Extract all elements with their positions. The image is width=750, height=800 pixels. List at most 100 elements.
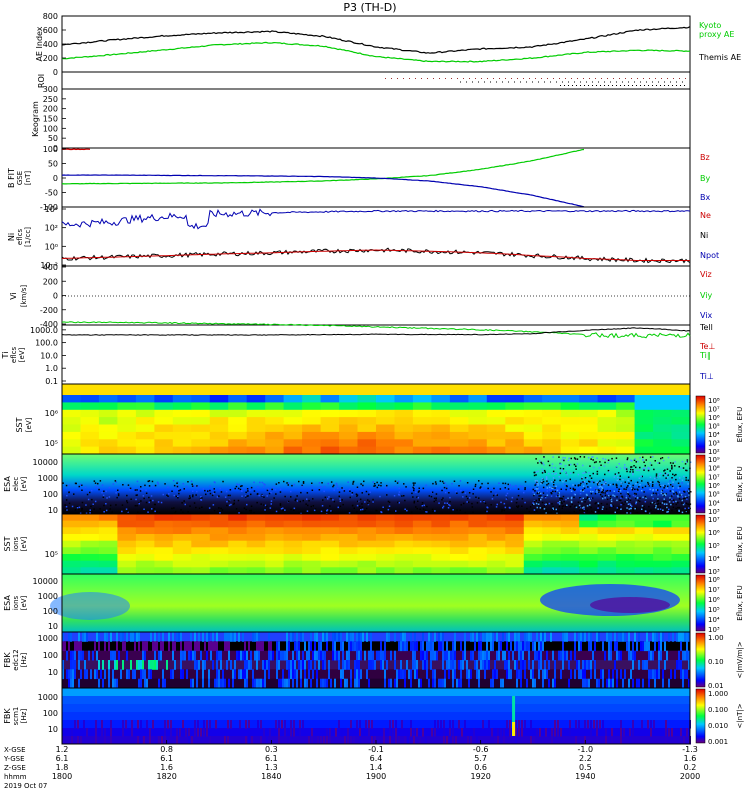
esa1-noise-pixel bbox=[182, 483, 185, 485]
sst2-cell bbox=[339, 540, 359, 548]
sst1-cell bbox=[172, 402, 192, 411]
roi-dot bbox=[577, 78, 578, 79]
fbk1-cell bbox=[616, 650, 618, 661]
fbk1-cell bbox=[588, 660, 590, 670]
esa1-noise-pixel bbox=[666, 468, 669, 470]
sst2-cell bbox=[302, 567, 322, 575]
fbk1-cell bbox=[654, 641, 656, 652]
esa1-noise-pixel bbox=[565, 488, 567, 491]
bfit-legend-by: By bbox=[700, 174, 710, 183]
esa1-noise-pixel bbox=[632, 473, 634, 476]
fbk1-cell bbox=[360, 641, 362, 652]
sst1-cell bbox=[98, 402, 118, 411]
roi-dot bbox=[532, 81, 533, 83]
esa1-noise-pixel bbox=[517, 494, 520, 497]
roi-dot bbox=[608, 85, 609, 86]
roi-dot bbox=[616, 85, 617, 86]
esa1-noise-pixel bbox=[617, 491, 619, 493]
fbk1-cell bbox=[370, 660, 372, 670]
fbk1-cell bbox=[150, 660, 152, 670]
fbk2-cell bbox=[206, 728, 208, 737]
x-row-label: Z-GSE bbox=[4, 764, 26, 772]
fbk1-cell bbox=[560, 669, 562, 680]
sst1-cell bbox=[560, 395, 580, 403]
sst2-cell bbox=[449, 540, 469, 548]
sst1-cell bbox=[597, 446, 617, 455]
fbk1-cell bbox=[70, 650, 72, 661]
esa1-noise-pixel bbox=[532, 488, 534, 491]
sst1-cell bbox=[265, 402, 285, 411]
esa1-noise-pixel bbox=[641, 505, 644, 507]
sst2-cell bbox=[616, 540, 636, 548]
sst1-cell bbox=[412, 417, 432, 425]
esa1-noise-pixel bbox=[85, 512, 88, 515]
esa1-noise-pixel bbox=[626, 512, 628, 514]
fbk1-cell bbox=[564, 650, 566, 661]
sst1-cell bbox=[412, 409, 432, 418]
esa1-noise-pixel bbox=[596, 473, 599, 475]
sst1-cell bbox=[579, 417, 599, 425]
esa1-noise-pixel bbox=[672, 473, 674, 476]
fbk1-cell bbox=[186, 669, 188, 680]
fbk1-cell bbox=[84, 660, 86, 670]
esa1-noise-pixel bbox=[625, 488, 627, 491]
esa1-noise-pixel bbox=[680, 499, 683, 501]
esa1-noise-pixel bbox=[248, 509, 251, 512]
esa1-noise-pixel bbox=[633, 492, 636, 495]
roi-dot bbox=[472, 81, 473, 83]
esa1-noise-pixel bbox=[283, 480, 285, 483]
fbk1-cell bbox=[414, 660, 416, 670]
sst2-cell bbox=[542, 560, 562, 568]
roi-dot bbox=[475, 78, 476, 79]
esa1-noise-pixel bbox=[546, 487, 549, 489]
fbk1-cell bbox=[186, 641, 188, 652]
fbk1-cell bbox=[202, 678, 204, 689]
esa1-noise-pixel bbox=[139, 490, 142, 492]
esa1-noise-pixel bbox=[503, 509, 505, 512]
sst2-cell bbox=[246, 520, 266, 528]
roi-dot bbox=[619, 78, 620, 79]
esa1-noise-pixel bbox=[372, 501, 374, 503]
roi-dot bbox=[637, 78, 638, 79]
fbk2-band bbox=[62, 696, 690, 705]
sst2-cell bbox=[265, 554, 285, 562]
sst2-cell bbox=[357, 540, 377, 548]
fbk1-cell bbox=[314, 650, 316, 661]
esa1-noise-pixel bbox=[142, 495, 145, 497]
esa1-noise-pixel bbox=[293, 509, 295, 512]
sst2-cell bbox=[486, 520, 506, 528]
sst2-cell bbox=[616, 560, 636, 568]
fbk1-cell bbox=[460, 641, 462, 652]
sst2-cell bbox=[634, 514, 654, 522]
sst1-cell bbox=[172, 446, 192, 455]
esa1-noise-pixel bbox=[628, 495, 631, 497]
fbk2-cell bbox=[248, 720, 250, 729]
esa1-noise-pixel bbox=[321, 482, 323, 484]
esa1-noise-pixel bbox=[677, 496, 679, 498]
sst1-cell bbox=[634, 439, 654, 448]
esa1-noise-pixel bbox=[633, 459, 636, 461]
sst1-cell bbox=[449, 439, 469, 448]
fbk1-cell bbox=[102, 660, 104, 670]
esa1-noise-pixel bbox=[171, 490, 173, 492]
fbk2-cell bbox=[443, 736, 445, 745]
esa1-noise-pixel bbox=[422, 487, 425, 490]
esa1-noise-pixel bbox=[138, 502, 140, 505]
esa2-ylabel: ESA bbox=[3, 595, 12, 611]
fbk1-cell bbox=[330, 678, 332, 689]
esa1-noise-pixel bbox=[661, 489, 664, 492]
esa1-noise-pixel bbox=[116, 496, 118, 499]
esa1-noise-pixel bbox=[190, 480, 193, 483]
fbk1-cell bbox=[254, 650, 256, 661]
fbk1-cell bbox=[652, 632, 654, 642]
fbk1-cell bbox=[486, 660, 488, 670]
sst1-cell bbox=[468, 402, 488, 411]
sst2-cell bbox=[135, 534, 155, 542]
esa1-noise-pixel bbox=[233, 502, 235, 505]
vi-tick-label: -200 bbox=[40, 306, 58, 315]
fbk1-cell bbox=[344, 660, 346, 670]
fbk1-cell bbox=[464, 632, 466, 642]
fbk1-cell bbox=[484, 632, 486, 642]
fbk1-cell bbox=[216, 632, 218, 642]
sst2-cell bbox=[431, 527, 451, 535]
